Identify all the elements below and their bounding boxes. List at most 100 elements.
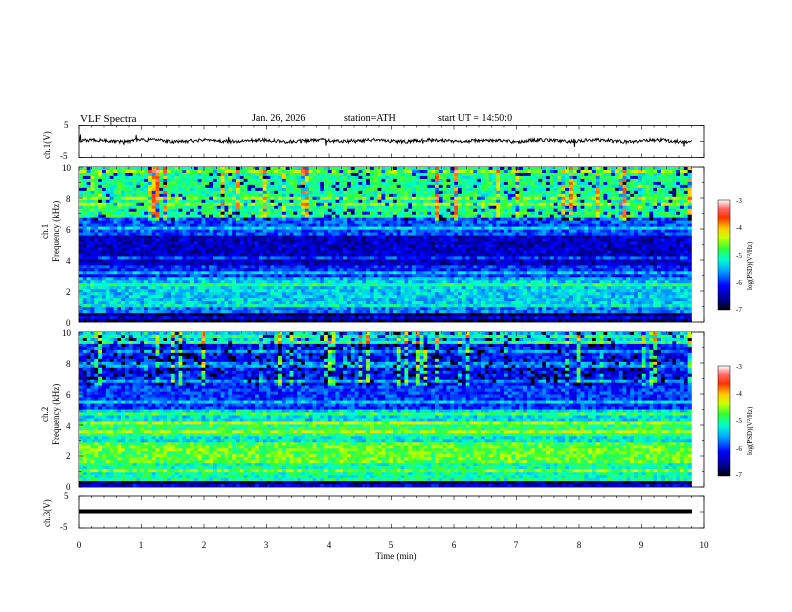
spectrogram-cell — [381, 184, 386, 189]
spectrogram-cell — [523, 184, 528, 189]
spectrogram-cell — [634, 217, 639, 221]
spectrogram-cell — [400, 175, 405, 180]
spectrogram-cell — [500, 184, 505, 189]
spectrogram-cell — [542, 181, 547, 186]
spectrogram-cell — [308, 238, 313, 242]
spectrogram-cell — [400, 208, 405, 213]
spectrogram-cell — [312, 244, 317, 248]
spectrogram-cell — [561, 229, 566, 233]
spectrogram-cell — [496, 175, 501, 180]
spectrogram-cell — [327, 241, 332, 245]
spectrogram-cell — [446, 256, 451, 260]
spectrogram-cell — [526, 181, 532, 186]
spectrogram-cell — [235, 175, 241, 180]
spectrogram-cell — [649, 193, 654, 198]
spectrogram-cell — [293, 208, 298, 213]
spectrogram-cell — [480, 253, 486, 257]
spectrogram-cell — [174, 220, 179, 224]
spectrogram-cell — [285, 232, 290, 236]
spectrogram-cell — [588, 181, 593, 186]
spectrogram-cell — [274, 235, 279, 239]
spectrogram-cell — [366, 205, 371, 210]
spectrogram-cell — [611, 253, 616, 257]
spectrogram-cell — [404, 178, 409, 183]
spectrogram-cell — [607, 223, 612, 227]
spectrogram-cell — [293, 181, 298, 186]
spectrogram-cell — [465, 190, 470, 195]
spectrogram-cell — [557, 223, 562, 227]
spectrogram-cell — [358, 229, 363, 233]
spectrogram-cell — [454, 232, 459, 236]
spectrogram-cell — [408, 178, 413, 183]
spectrogram-cell — [542, 229, 547, 233]
spectrogram-cell — [101, 208, 107, 213]
spectrogram-cell — [680, 244, 685, 248]
spectrogram-cell — [511, 250, 516, 254]
spectrogram-cell — [331, 167, 336, 171]
spectrogram-cell — [320, 193, 325, 198]
spectrogram-cell — [519, 214, 524, 218]
spectrogram-cell — [511, 167, 516, 171]
spectrogram-cell — [151, 184, 156, 189]
spectrogram-cell — [626, 178, 631, 183]
spectrogram-cell — [446, 169, 451, 174]
spectrogram-cell — [580, 190, 585, 195]
spectrogram-cell — [412, 187, 417, 192]
spectrogram-cell — [500, 250, 505, 254]
spectrogram-cell — [132, 253, 137, 257]
spectrogram-cell — [316, 244, 321, 248]
spectrogram-cell — [392, 169, 398, 174]
spectrogram-cell — [526, 229, 532, 233]
spectrogram-cell — [484, 250, 489, 254]
spectrogram-cell — [576, 238, 581, 242]
spectrogram-cell — [389, 235, 394, 239]
spectrogram-cell — [569, 187, 574, 192]
spectrogram-cell — [634, 169, 639, 174]
spectrogram-cell — [136, 247, 141, 251]
spectrogram-cell — [412, 193, 417, 198]
spectrogram-cell — [90, 193, 95, 198]
spectrogram-cell — [205, 247, 210, 251]
spectrogram-cell — [634, 181, 639, 186]
spectrogram-cell — [484, 247, 489, 251]
spectrogram-cell — [630, 211, 635, 215]
spectrogram-cell — [450, 220, 455, 224]
spectrogram-cell — [515, 214, 520, 218]
spectrogram-cell — [503, 199, 509, 204]
spectrogram-cell — [339, 181, 344, 186]
spectrogram-cell — [500, 253, 505, 257]
spectrogram-cell — [565, 178, 570, 183]
spectrogram-cell — [653, 214, 658, 218]
spectrogram-cell — [542, 196, 547, 201]
spectrogram-cell — [163, 244, 168, 248]
spectrogram-cell — [442, 172, 447, 177]
spectrogram-cell — [79, 241, 84, 245]
spectrogram-cell — [331, 250, 336, 254]
spectrogram-cell — [193, 196, 198, 201]
spectrogram-cell — [488, 184, 493, 189]
spectrogram-cell — [369, 220, 375, 224]
spectrogram-cell — [316, 175, 321, 180]
spectrogram-cell — [228, 235, 233, 239]
spectrogram-cell — [672, 241, 677, 245]
spectrogram-cell — [435, 202, 440, 207]
spectrogram-cell — [488, 169, 493, 174]
spectrogram-cell — [82, 244, 87, 248]
spectrogram-cell — [454, 178, 459, 183]
spectrogram-cell — [335, 256, 340, 260]
spectrogram-cell — [492, 256, 497, 260]
spectrogram-cell — [186, 250, 191, 254]
spectrogram-cell — [82, 256, 87, 260]
spectrogram-cell — [285, 247, 290, 251]
spectrogram-cell — [251, 217, 256, 221]
spectrogram-cell — [657, 223, 662, 227]
spectrogram-cell — [346, 211, 352, 215]
spectrogram-cell — [546, 205, 551, 210]
spectrogram-cell — [366, 181, 371, 186]
spectrogram-cell — [193, 202, 198, 207]
spectrogram-cell — [212, 238, 218, 242]
spectrogram-cell — [297, 190, 302, 195]
spectrogram-cell — [515, 232, 520, 236]
spectrogram-cell — [641, 229, 646, 233]
spectrogram-cell — [408, 184, 413, 189]
